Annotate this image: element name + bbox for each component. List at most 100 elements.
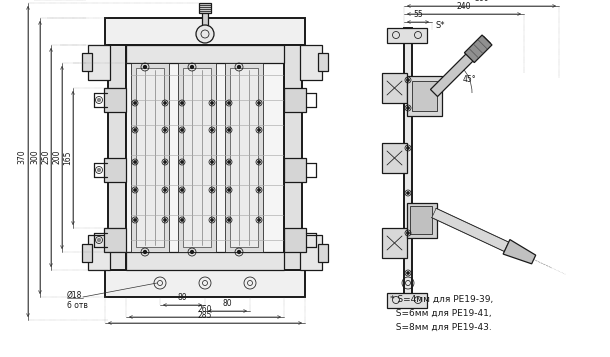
- Polygon shape: [432, 208, 509, 251]
- Circle shape: [407, 79, 409, 81]
- Bar: [404, 28, 412, 308]
- Bar: [382, 73, 407, 103]
- Circle shape: [164, 189, 166, 191]
- Bar: [284, 88, 306, 112]
- Circle shape: [134, 102, 136, 104]
- Text: Ø18: Ø18: [67, 291, 82, 300]
- Circle shape: [181, 129, 183, 131]
- Circle shape: [164, 219, 166, 221]
- Bar: [105, 270, 305, 297]
- Bar: [88, 235, 110, 270]
- Bar: [131, 63, 169, 252]
- Circle shape: [407, 192, 409, 194]
- Circle shape: [258, 189, 260, 191]
- Circle shape: [211, 189, 213, 191]
- Bar: [382, 228, 407, 258]
- Circle shape: [228, 189, 230, 191]
- Polygon shape: [431, 36, 490, 96]
- Text: 300: 300: [30, 150, 40, 164]
- Polygon shape: [464, 35, 492, 62]
- Circle shape: [407, 147, 409, 149]
- Text: 360: 360: [474, 0, 489, 3]
- Bar: [225, 63, 263, 252]
- Bar: [82, 53, 92, 71]
- Bar: [284, 228, 306, 252]
- Circle shape: [98, 169, 101, 171]
- Text: * S=4мм для РЕ19-39,
  S=6мм для РЕ19-41,
  S=8мм для РЕ19-43.: * S=4мм для РЕ19-39, S=6мм для РЕ19-41, …: [390, 295, 493, 332]
- Bar: [410, 206, 432, 234]
- Bar: [199, 3, 211, 13]
- Circle shape: [143, 251, 146, 253]
- Bar: [104, 88, 126, 112]
- Circle shape: [211, 129, 213, 131]
- Circle shape: [164, 161, 166, 163]
- Polygon shape: [503, 240, 536, 264]
- Text: 250: 250: [41, 150, 51, 164]
- Circle shape: [228, 102, 230, 104]
- Text: 370: 370: [18, 150, 26, 164]
- Text: 240: 240: [457, 2, 472, 11]
- Circle shape: [258, 161, 260, 163]
- Circle shape: [134, 189, 136, 191]
- Bar: [105, 18, 305, 45]
- Circle shape: [407, 232, 409, 234]
- Circle shape: [164, 129, 166, 131]
- Circle shape: [211, 219, 213, 221]
- Bar: [318, 244, 328, 262]
- Circle shape: [407, 272, 409, 274]
- Text: 285: 285: [198, 311, 212, 320]
- Bar: [382, 143, 407, 173]
- Bar: [284, 45, 302, 270]
- Bar: [82, 244, 92, 262]
- Text: 165: 165: [63, 151, 73, 165]
- Text: 80: 80: [222, 299, 232, 308]
- Circle shape: [98, 99, 101, 101]
- Circle shape: [190, 251, 193, 253]
- Circle shape: [143, 65, 146, 69]
- Bar: [108, 45, 126, 270]
- Circle shape: [181, 102, 183, 104]
- Circle shape: [196, 25, 214, 43]
- Circle shape: [258, 219, 260, 221]
- Circle shape: [181, 161, 183, 163]
- Bar: [178, 63, 216, 252]
- Circle shape: [211, 161, 213, 163]
- Bar: [104, 158, 126, 182]
- Circle shape: [181, 219, 183, 221]
- Circle shape: [190, 65, 193, 69]
- Circle shape: [237, 65, 240, 69]
- Circle shape: [228, 219, 230, 221]
- Text: 260: 260: [198, 305, 212, 314]
- Circle shape: [407, 107, 409, 109]
- Bar: [126, 252, 284, 270]
- Text: 55: 55: [413, 10, 423, 19]
- Bar: [387, 28, 427, 43]
- Circle shape: [98, 238, 101, 241]
- Bar: [136, 68, 164, 247]
- Circle shape: [211, 102, 213, 104]
- Circle shape: [258, 129, 260, 131]
- Circle shape: [228, 161, 230, 163]
- Bar: [202, 10, 208, 34]
- Bar: [318, 53, 328, 71]
- Bar: [412, 81, 437, 111]
- Circle shape: [134, 161, 136, 163]
- Circle shape: [258, 102, 260, 104]
- Bar: [126, 45, 284, 63]
- Bar: [104, 228, 126, 252]
- Bar: [300, 235, 322, 270]
- Bar: [407, 76, 442, 116]
- Circle shape: [237, 251, 240, 253]
- Circle shape: [228, 129, 230, 131]
- Text: 80: 80: [177, 293, 187, 302]
- Text: S*: S*: [436, 20, 445, 30]
- Circle shape: [134, 129, 136, 131]
- Circle shape: [164, 102, 166, 104]
- Text: 6 отв: 6 отв: [67, 301, 88, 310]
- Bar: [407, 203, 437, 238]
- Text: 45°: 45°: [462, 75, 476, 84]
- Bar: [88, 45, 110, 80]
- Bar: [230, 68, 258, 247]
- Bar: [300, 45, 322, 80]
- Circle shape: [181, 189, 183, 191]
